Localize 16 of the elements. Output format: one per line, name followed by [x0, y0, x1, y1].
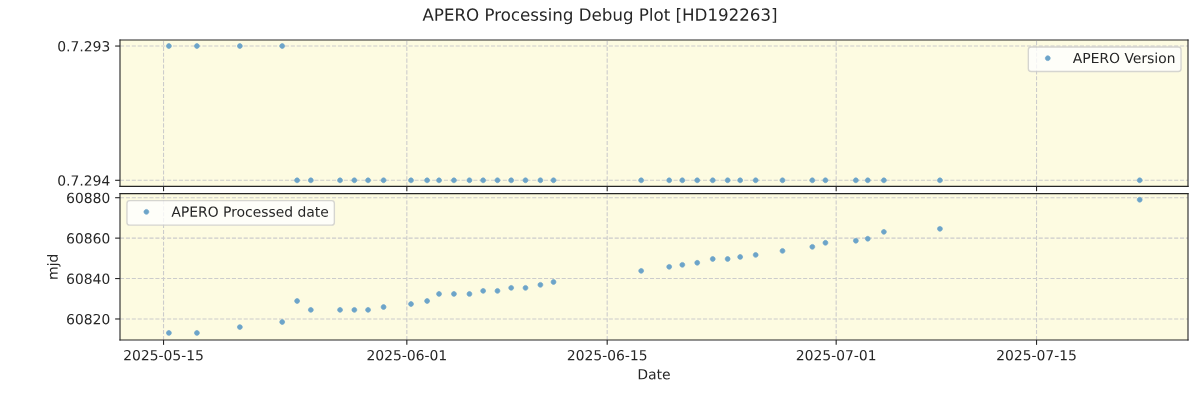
text: 0.7.294 [58, 175, 110, 186]
y-tick-label: 60860 [67, 233, 110, 244]
legend-label: APERO Version [1072, 52, 1175, 64]
x-tick-label: 2025-05-15 [124, 349, 203, 361]
x-tick-label: 2025-06-01 [367, 349, 446, 361]
y-tick-label: 60840 [67, 273, 110, 285]
x-tick-label: 2025-07-01 [796, 349, 876, 361]
y-tick-label: 60820 [67, 313, 110, 325]
chart-title: APERO Processing Debug Plot [HD192263] [422, 8, 777, 25]
x-axis-title: Date [638, 369, 670, 380]
y-tick-label: 60880 [67, 192, 110, 204]
legend-label: APERO Processed date [171, 206, 329, 217]
y-axis-title: mjd [47, 254, 61, 279]
x-tick-label: 2025-07-15 [997, 349, 1076, 361]
text: 0.7.293 [58, 41, 110, 52]
x-tick-label: 2025-06-15 [567, 349, 647, 361]
